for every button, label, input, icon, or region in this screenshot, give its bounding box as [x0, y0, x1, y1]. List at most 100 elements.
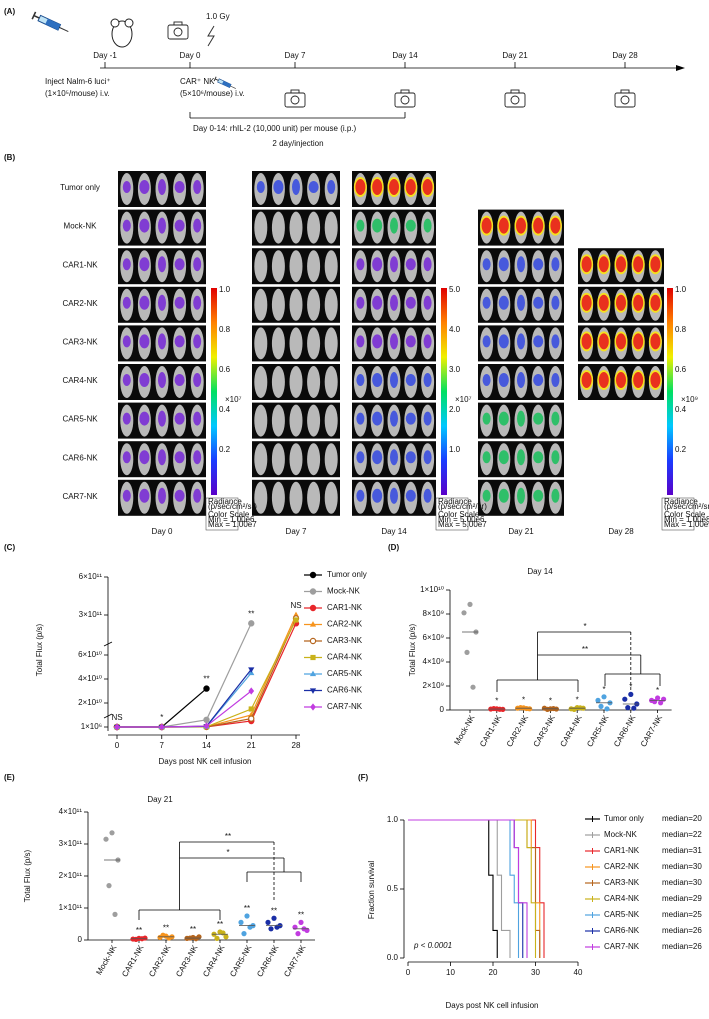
signal — [533, 451, 544, 464]
mouse-body — [254, 443, 268, 476]
mouse-body — [289, 327, 303, 360]
mouse-body — [307, 404, 321, 437]
syringe-fill — [45, 18, 61, 31]
significance: ** — [163, 923, 169, 932]
significance: * — [160, 713, 163, 722]
category-label: CAR3-NK — [532, 713, 558, 748]
scale-title: Radiance — [438, 497, 472, 506]
signal — [650, 333, 661, 350]
scale-unit: ×10⁷ — [225, 395, 242, 404]
camera-icon — [614, 92, 636, 108]
signal — [551, 257, 560, 272]
signal — [158, 256, 166, 273]
mouse-body — [254, 288, 268, 321]
marker — [293, 617, 299, 623]
marker — [248, 706, 254, 712]
signal — [633, 372, 644, 388]
legend-label: CAR6-NK — [327, 686, 363, 695]
axis-break — [103, 641, 113, 647]
mouse-body — [254, 327, 268, 360]
syringe-plunger — [31, 11, 37, 20]
radiation-icon — [207, 25, 215, 47]
signal — [158, 410, 166, 427]
signal — [405, 179, 416, 195]
data-point — [622, 696, 628, 702]
camera-icon — [400, 89, 410, 94]
column-label: Day 14 — [381, 527, 407, 536]
data-point — [631, 705, 637, 711]
day-label: Day -1 — [93, 51, 117, 60]
row-label: Mock-NK — [64, 222, 98, 231]
survival-curve — [408, 819, 498, 958]
mouse-body — [254, 481, 268, 514]
significance: ** — [203, 675, 209, 684]
camera-icon — [173, 21, 183, 26]
syringe-plunger — [214, 78, 219, 81]
signal — [423, 257, 432, 272]
scale-range: Min = 1.00e8 — [664, 515, 709, 524]
signal — [405, 296, 416, 309]
scale-range: Color Scale — [664, 510, 706, 519]
scale-tick: 1.0 — [675, 285, 687, 294]
signal — [139, 373, 150, 387]
mouse-body — [324, 366, 338, 398]
survival-curve — [408, 819, 524, 958]
signal — [122, 335, 131, 348]
signal — [122, 489, 131, 502]
data-point — [268, 926, 274, 932]
y-tick-label: 0 — [78, 935, 83, 944]
signal — [308, 181, 319, 193]
signal — [517, 294, 525, 311]
row-label: CAR3-NK — [62, 338, 98, 347]
mouse-body — [307, 481, 321, 514]
marker — [248, 687, 255, 695]
signal — [390, 294, 398, 311]
mouse-body — [324, 211, 338, 244]
scale-tick: 0.6 — [219, 365, 231, 374]
signal — [193, 218, 202, 233]
mouse-body — [289, 366, 303, 398]
day-label: Day 0 — [180, 51, 201, 60]
y-tick-label: 3×10¹¹ — [59, 839, 83, 848]
signal — [292, 179, 300, 195]
signal — [158, 179, 166, 195]
signal — [550, 217, 561, 234]
signal — [551, 450, 560, 465]
legend-label: CAR3-NK — [327, 636, 363, 645]
mouse-body — [271, 211, 285, 244]
signal — [405, 412, 416, 425]
scale-range: Max = 1.00e7 — [208, 520, 257, 529]
camera-icon — [620, 95, 630, 105]
data-point — [106, 883, 112, 889]
y-tick-label: 6×10¹¹ — [79, 572, 103, 581]
signal — [498, 411, 509, 426]
signal — [174, 296, 185, 309]
signal — [551, 334, 560, 349]
signal — [139, 411, 150, 426]
axis-break — [103, 713, 113, 719]
legend-label: CAR6-NK — [604, 926, 640, 935]
marker — [309, 688, 317, 694]
mouse-body — [289, 250, 303, 283]
signal — [598, 333, 609, 350]
y-tick-label: 3×10¹¹ — [79, 610, 103, 619]
mouse-body — [271, 327, 285, 360]
signal — [390, 256, 398, 273]
signal — [598, 294, 609, 311]
scale-tick: 0.2 — [219, 445, 231, 454]
signal — [139, 218, 150, 233]
median-label: median=30 — [662, 878, 702, 887]
signal — [174, 181, 185, 193]
row-label: CAR7-NK — [62, 492, 98, 501]
legend-label: CAR3-NK — [604, 878, 640, 887]
signal — [158, 372, 166, 388]
data-point — [571, 706, 577, 713]
signal — [139, 450, 150, 465]
legend-label: Tumor only — [327, 570, 367, 579]
x-tick-label: 0 — [115, 741, 120, 750]
signal — [372, 450, 383, 465]
scale-unit: ×10⁷ — [455, 395, 472, 404]
signal — [356, 451, 365, 464]
legend-label: Mock-NK — [604, 830, 638, 839]
signal — [405, 219, 416, 232]
